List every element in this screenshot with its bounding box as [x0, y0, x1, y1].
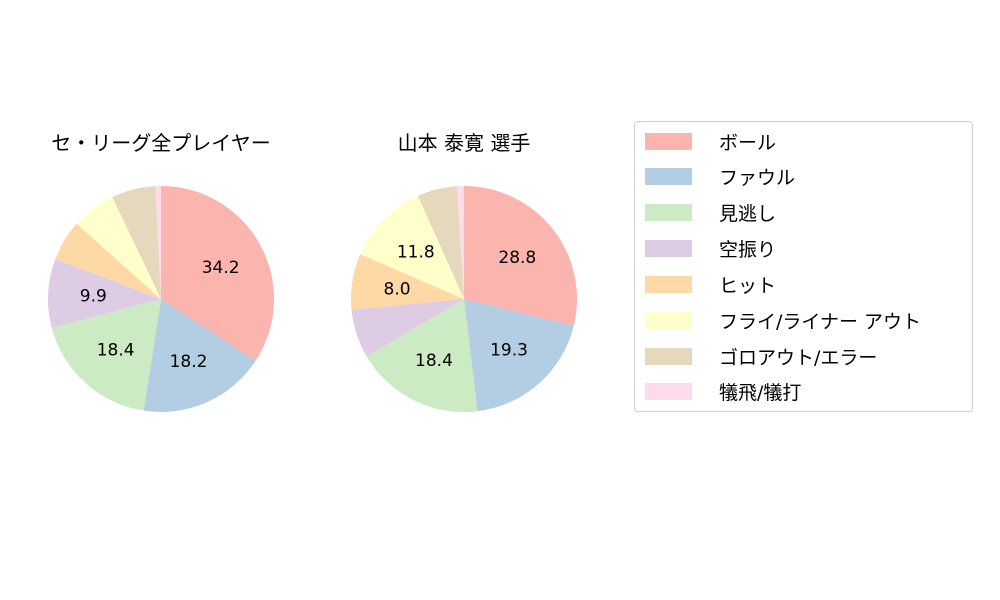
slice-value-label: 34.2 — [202, 258, 240, 278]
legend-item-fly-liner-out: フライ/ライナー アウト — [645, 308, 922, 333]
right-pie-title: 山本 泰寛 選手 — [397, 131, 531, 155]
legend-swatch — [645, 347, 692, 365]
legend-label: 見逃し — [719, 202, 777, 225]
pie-slice — [464, 299, 574, 412]
legend-item-ground-out-error: ゴロアウト/エラー — [645, 344, 878, 369]
legend-label: ゴロアウト/エラー — [719, 346, 878, 369]
legend-swatch — [645, 311, 692, 329]
legend-swatch — [645, 203, 692, 221]
legend-label: 空振り — [719, 238, 777, 261]
slice-value-label: 18.4 — [97, 340, 135, 360]
legend-label: 犠飛/犠打 — [719, 381, 802, 404]
pie-slice — [350, 254, 464, 310]
slice-value-label: 18.2 — [170, 352, 208, 372]
legend-swatch — [645, 382, 692, 400]
legend-item-called-strike: 見逃し — [645, 200, 777, 225]
slice-value-label: 19.3 — [490, 341, 528, 361]
slice-value-label: 8.0 — [384, 279, 411, 299]
legend-item-hit: ヒット — [645, 272, 777, 297]
legend-swatch — [645, 275, 692, 293]
pie-slice — [112, 186, 161, 299]
pie-chart-league: 34.2 18.2 18.4 9.9 — [48, 186, 275, 413]
legend-item-swinging-strike: 空振り — [645, 236, 777, 261]
legend-swatch — [645, 167, 692, 185]
pie-slice — [143, 299, 256, 413]
pie-slice — [51, 299, 161, 411]
pie-chart-player: 28.8 19.3 18.4 8.0 11.8 — [350, 186, 577, 412]
legend: ボール ファウル 見逃し 空振り ヒット フライ/ライナー アウト ゴロアウト/… — [634, 121, 973, 412]
legend-item-sacrifice: 犠飛/犠打 — [645, 379, 802, 404]
legend-label: ボール — [719, 131, 777, 154]
slice-value-label: 18.4 — [415, 351, 453, 371]
legend-label: フライ/ライナー アウト — [719, 310, 922, 333]
pie-slice — [360, 195, 464, 299]
pie-slice — [76, 197, 161, 299]
pie-slice — [456, 186, 464, 299]
pie-slice — [161, 186, 275, 361]
pie-slice — [48, 258, 161, 328]
legend-label: ヒット — [719, 274, 777, 297]
pie-slice — [464, 186, 577, 326]
slice-value-label: 11.8 — [397, 242, 435, 262]
pie-slice — [351, 299, 464, 357]
legend-label: ファウル — [719, 166, 796, 189]
legend-item-foul: ファウル — [645, 164, 796, 189]
legend-swatch — [645, 132, 692, 150]
left-pie-title: セ・リーグ全プレイヤー — [51, 131, 271, 155]
pie-slice — [155, 186, 161, 299]
pie-slice — [366, 299, 478, 412]
legend-item-ball: ボール — [645, 129, 777, 154]
legend-swatch — [645, 239, 692, 257]
pie-slice — [55, 223, 162, 299]
slice-value-label: 9.9 — [80, 286, 107, 306]
pie-slice — [417, 186, 464, 299]
slice-value-label: 28.8 — [498, 248, 536, 268]
